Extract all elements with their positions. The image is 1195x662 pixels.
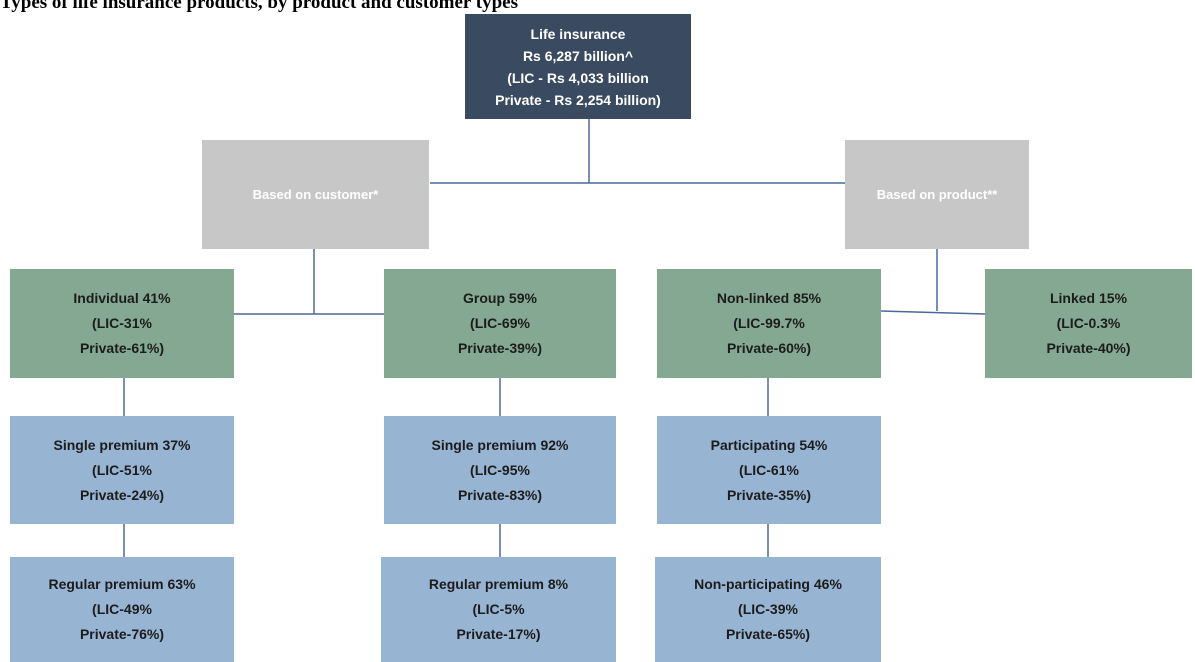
node-ind-regular-private: Private-76%) <box>79 626 165 642</box>
root-line-1: Life insurance <box>530 25 626 42</box>
node-nonlinked-lic: (LIC-99.7% <box>733 315 805 331</box>
node-ind-single-lic: (LIC-51% <box>92 461 152 478</box>
node-individual-regular-premium: Regular premium 63% (LIC-49% Private-76%… <box>10 557 234 662</box>
category-customer-label: Based on customer* <box>252 187 379 202</box>
node-nonlinked-private: Private-60%) <box>726 340 812 356</box>
node-group-label: Group 59% <box>463 290 537 306</box>
node-nonlinked-label: Non-linked 85% <box>716 290 822 306</box>
node-nonparticipating-private: Private-65%) <box>725 626 811 642</box>
root-line-4: Private - Rs 2,254 billion) <box>495 91 661 108</box>
node-grp-single-label: Single premium 92% <box>431 436 569 453</box>
node-grp-single-lic: (LIC-95% <box>470 461 530 478</box>
node-grp-single-private: Private-83%) <box>457 486 543 503</box>
node-group-private: Private-39%) <box>457 340 543 356</box>
node-group-regular-premium: Regular premium 8% (LIC-5% Private-17%) <box>381 557 616 662</box>
category-based-on-customer: Based on customer* <box>202 140 429 249</box>
node-ind-single-label: Single premium 37% <box>53 436 191 453</box>
node-ind-single-private: Private-24%) <box>79 486 165 503</box>
node-individual: Individual 41% (LIC-31% Private-61%) <box>10 269 234 378</box>
root-line-3: (LIC - Rs 4,033 billion <box>507 69 649 86</box>
node-linked-private: Private-40%) <box>1046 340 1131 356</box>
node-grp-regular-label: Regular premium 8% <box>428 576 569 592</box>
node-participating: Participating 54% (LIC-61% Private-35%) <box>657 416 881 524</box>
node-participating-lic: (LIC-61% <box>739 461 799 478</box>
root-line-2: Rs 6,287 billion^ <box>522 47 634 64</box>
node-non-linked: Non-linked 85% (LIC-99.7% Private-60%) <box>657 269 881 378</box>
node-group-single-premium: Single premium 92% (LIC-95% Private-83%) <box>384 416 616 524</box>
diagram-title: Types of life insurance products, by pro… <box>0 0 518 13</box>
node-grp-regular-private: Private-17%) <box>456 626 541 642</box>
root-node-life-insurance: Life insurance Rs 6,287 billion^ (LIC - … <box>465 14 691 119</box>
connector-product-children <box>880 310 986 315</box>
node-individual-private: Private-61%) <box>79 340 165 356</box>
node-linked-label: Linked 15% <box>1049 290 1128 306</box>
node-ind-regular-label: Regular premium 63% <box>48 576 196 592</box>
node-linked-lic: (LIC-0.3% <box>1056 315 1121 331</box>
category-based-on-product: Based on product** <box>845 140 1029 249</box>
node-grp-regular-lic: (LIC-5% <box>472 601 525 617</box>
node-individual-lic: (LIC-31% <box>92 315 152 331</box>
node-group-lic: (LIC-69% <box>470 315 530 331</box>
node-individual-single-premium: Single premium 37% (LIC-51% Private-24%) <box>10 416 234 524</box>
category-product-label: Based on product** <box>876 187 998 202</box>
node-linked: Linked 15% (LIC-0.3% Private-40%) <box>985 269 1192 378</box>
node-participating-private: Private-35%) <box>726 486 812 503</box>
node-nonparticipating-lic: (LIC-39% <box>738 601 798 617</box>
node-ind-regular-lic: (LIC-49% <box>92 601 152 617</box>
node-individual-label: Individual 41% <box>73 290 171 306</box>
node-non-participating: Non-participating 46% (LIC-39% Private-6… <box>655 557 881 662</box>
node-group: Group 59% (LIC-69% Private-39%) <box>384 269 616 378</box>
node-nonparticipating-label: Non-participating 46% <box>694 576 842 592</box>
node-participating-label: Participating 54% <box>710 436 828 453</box>
